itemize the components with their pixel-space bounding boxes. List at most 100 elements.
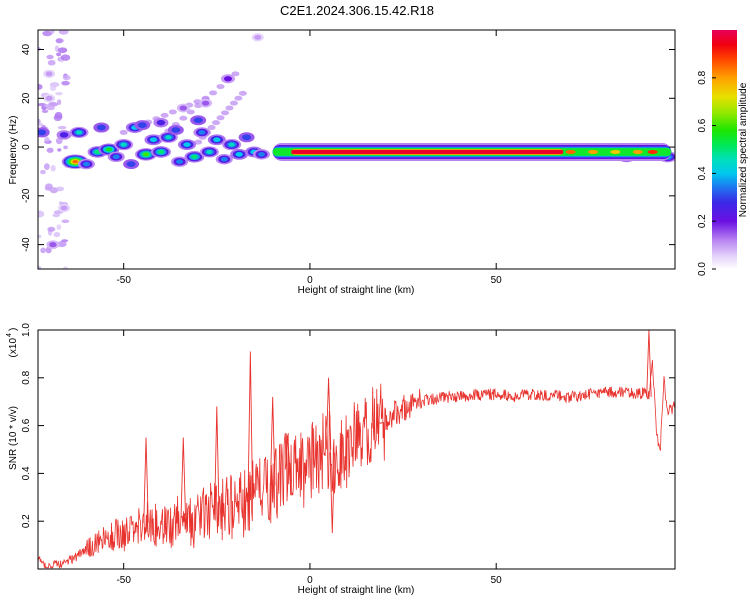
heatmap-blob-level bbox=[149, 137, 158, 143]
snr-spike bbox=[329, 452, 335, 534]
snr-spike bbox=[284, 435, 291, 470]
heatmap-blob-level bbox=[112, 154, 120, 160]
heatmap-speckle bbox=[56, 99, 62, 106]
heatmap-streak bbox=[168, 109, 177, 115]
snr-y-scale-close: ) bbox=[8, 328, 19, 331]
snr-y-scale-label: (x10 4 ) bbox=[6, 328, 19, 358]
heatmap-speckle bbox=[52, 213, 61, 218]
heatmap-blob-level bbox=[82, 161, 90, 167]
heatmap-y-ticks: -40 -20 0 20 40 bbox=[21, 44, 675, 252]
heatmap-ridge-knot bbox=[565, 149, 576, 154]
heatmap-blob-level bbox=[206, 149, 213, 154]
heatmap-blob bbox=[171, 156, 189, 167]
snr-spike bbox=[143, 437, 149, 523]
heatmap-blob-level bbox=[242, 134, 252, 141]
y-tick-label: 0.2 bbox=[21, 514, 32, 528]
heatmap-speckle bbox=[63, 145, 68, 150]
heatmap-streak bbox=[194, 139, 203, 145]
x-tick-label: -50 bbox=[116, 275, 131, 286]
heatmap-blob-level bbox=[220, 156, 228, 162]
heatmap-blob-level bbox=[126, 161, 136, 168]
colorbar-label: Normalized spectral amplitude bbox=[738, 82, 749, 217]
heatmap-speckle bbox=[57, 241, 67, 248]
snr-panel: -50 0 50 0.2 0.4 0.6 0.8 1.0 Height of straigh… bbox=[6, 323, 676, 596]
heatmap-speckle bbox=[38, 122, 44, 127]
snr-spike bbox=[378, 421, 384, 424]
heatmap-ridge-core bbox=[291, 149, 564, 154]
heatmap-speckle bbox=[50, 164, 56, 172]
heatmap-streak bbox=[179, 115, 188, 121]
heatmap-blob bbox=[167, 124, 184, 135]
heatmap-blob-level bbox=[223, 76, 232, 82]
heatmap-blob bbox=[93, 122, 110, 133]
heatmap-blob bbox=[176, 103, 190, 113]
heatmap-blob bbox=[199, 146, 219, 158]
heatmap-speckle bbox=[47, 59, 56, 66]
heatmap-speckle bbox=[55, 38, 63, 44]
heatmap-blob-level bbox=[193, 117, 203, 124]
snr-spike bbox=[180, 437, 186, 517]
heatmap-ridge bbox=[272, 142, 672, 161]
heatmap-streak bbox=[186, 109, 195, 115]
heatmap-speckle bbox=[56, 224, 62, 230]
colorbar-tick-label: 0.8 bbox=[697, 70, 708, 84]
heatmap-blob bbox=[77, 158, 95, 170]
heatmap-blob bbox=[207, 134, 226, 146]
snr-spike bbox=[214, 406, 220, 515]
heatmap-blob bbox=[230, 148, 249, 160]
heatmap-speckle bbox=[57, 148, 62, 152]
heatmap-blob bbox=[150, 146, 171, 158]
heatmap-speckle bbox=[55, 137, 63, 145]
heatmap-blob bbox=[114, 139, 134, 151]
heatmap-blob-level bbox=[59, 132, 69, 138]
heatmap-speckle bbox=[61, 80, 70, 86]
heatmap-blob bbox=[184, 151, 205, 163]
heatmap-y-axis-label: Frequency (Hz) bbox=[8, 116, 19, 185]
heatmap-blob-level bbox=[105, 147, 113, 152]
heatmap-speckle bbox=[53, 114, 63, 122]
heatmap-blob bbox=[56, 130, 72, 140]
heatmap-frame bbox=[37, 29, 676, 270]
colorbar-ticks: 0.0 0.2 0.4 0.6 0.8 bbox=[697, 70, 716, 276]
heatmap-blob bbox=[58, 203, 71, 213]
heatmap-blob-level bbox=[45, 95, 53, 101]
x-tick-label: 0 bbox=[307, 575, 313, 586]
heatmap-streak bbox=[221, 110, 230, 116]
x-tick-label: 50 bbox=[491, 275, 503, 286]
heatmap-blob bbox=[134, 120, 151, 131]
heatmap-blob bbox=[107, 151, 125, 163]
heatmap-speckle bbox=[55, 91, 63, 96]
heatmap-blob bbox=[199, 98, 213, 108]
heatmap-streak bbox=[209, 90, 218, 96]
heatmap-streak bbox=[119, 129, 128, 135]
heatmap-speckle bbox=[42, 30, 53, 37]
heatmap-x-axis-label: Height of straight line (km) bbox=[298, 285, 415, 296]
heatmap-speckle bbox=[44, 183, 53, 191]
y-tick-label: 0.4 bbox=[21, 466, 32, 480]
y-tick-label: -20 bbox=[21, 188, 32, 203]
heatmap-blob-level bbox=[72, 159, 79, 164]
heatmap-blob bbox=[98, 143, 120, 156]
colorbar-gradient bbox=[712, 30, 737, 269]
heatmap-speckle bbox=[47, 226, 56, 232]
heatmap-blob-level bbox=[179, 105, 188, 111]
heatmap-blob bbox=[123, 159, 140, 170]
heatmap-blob-level bbox=[75, 130, 83, 135]
heatmap-blob bbox=[251, 33, 264, 42]
heatmap-streak bbox=[212, 120, 221, 126]
y-tick-label: 1.0 bbox=[21, 323, 32, 337]
heatmap-speckle bbox=[40, 169, 46, 175]
heatmap-speckle bbox=[38, 234, 42, 239]
heatmap-blob-level bbox=[183, 142, 191, 147]
heatmap-streak bbox=[160, 112, 169, 118]
x-tick-label: 0 bbox=[307, 275, 313, 286]
snr-spike bbox=[646, 330, 652, 397]
heatmap-blob-level bbox=[171, 127, 181, 133]
heatmap-streak bbox=[225, 105, 234, 111]
heatmap-speckle bbox=[38, 265, 42, 269]
y-tick-label: 20 bbox=[21, 92, 32, 104]
heatmap-speckle bbox=[43, 163, 50, 170]
x-tick-label: -50 bbox=[116, 575, 131, 586]
heatmap-blob bbox=[253, 149, 271, 160]
